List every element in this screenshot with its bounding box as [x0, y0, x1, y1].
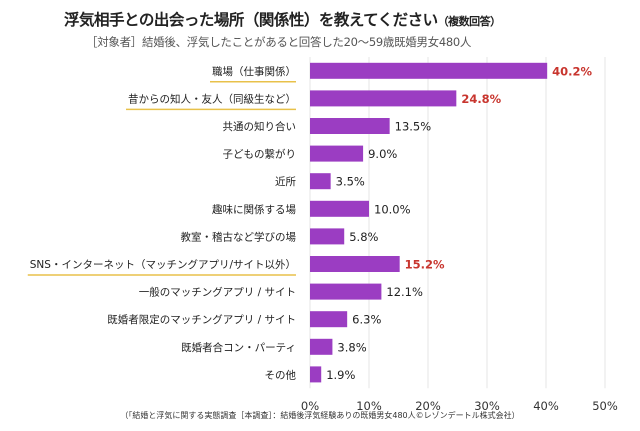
value-label: 1.9%: [326, 368, 355, 382]
value-label: 3.8%: [337, 340, 366, 354]
value-label: 12.1%: [386, 285, 423, 299]
bar: [310, 118, 390, 134]
bar: [310, 283, 382, 300]
x-tick-label: 50%: [592, 399, 618, 413]
bar: [310, 228, 345, 245]
value-label: 15.2%: [405, 258, 445, 272]
bar: [310, 338, 333, 355]
x-tick-label: 30%: [474, 399, 500, 413]
category-label: その他: [265, 368, 297, 381]
category-label: SNS・インターネット（マッチングアプリ/サイト以外）: [30, 258, 296, 271]
category-label: 既婚者限定のマッチングアプリ / サイト: [107, 313, 296, 326]
category-label: 教室・稽古など学びの場: [181, 230, 297, 243]
source-note: （「結婚と浮気に関する実態調査［本調査］：結婚後浮気経験ありの既婚男女480人©…: [120, 411, 520, 420]
value-label: 10.0%: [374, 202, 411, 216]
title-suffix: （複数回答）: [437, 15, 502, 28]
chart-subtitle: ［対象者］結婚後、浮気したことがあると回答した20～59歳既婚男女480人: [86, 35, 472, 49]
bar: [310, 90, 457, 107]
category-label: 一般のマッチングアプリ / サイト: [139, 286, 296, 299]
value-label: 3.5%: [336, 175, 365, 189]
chart-title: 浮気相手との出会った場所（関係性）を教えてください（複数回答）: [64, 8, 501, 30]
category-label: 昔からの知人・友人（同級生など）: [128, 92, 296, 105]
bar: [310, 311, 348, 328]
bar: [310, 366, 322, 383]
value-label: 24.8%: [461, 92, 501, 106]
x-tick-label: 0%: [301, 399, 319, 413]
category-label: 既婚者合コン・パーティ: [181, 341, 296, 354]
bar: [310, 200, 369, 217]
x-tick-label: 10%: [356, 399, 382, 413]
bar: [310, 256, 400, 272]
category-label: 共通の知り合い: [223, 120, 297, 133]
category-label: 近所: [275, 175, 296, 188]
value-label: 5.8%: [349, 230, 378, 244]
category-label: 趣味に関係する場: [212, 203, 296, 216]
title-text: 浮気相手との出会った場所（関係性）を教えてください: [64, 11, 438, 29]
x-tick-label: 20%: [415, 399, 441, 413]
value-label: 13.5%: [395, 120, 432, 134]
value-label: 6.3%: [352, 313, 381, 327]
x-tick-label: 40%: [533, 399, 559, 413]
value-label: 40.2%: [552, 64, 592, 78]
category-label: 子どもの繋がり: [223, 148, 297, 161]
bar: [310, 173, 331, 190]
bar: [310, 145, 364, 162]
category-label: 職場（仕事関係）: [212, 65, 296, 78]
value-label: 9.0%: [368, 147, 397, 161]
bar: [310, 62, 548, 79]
